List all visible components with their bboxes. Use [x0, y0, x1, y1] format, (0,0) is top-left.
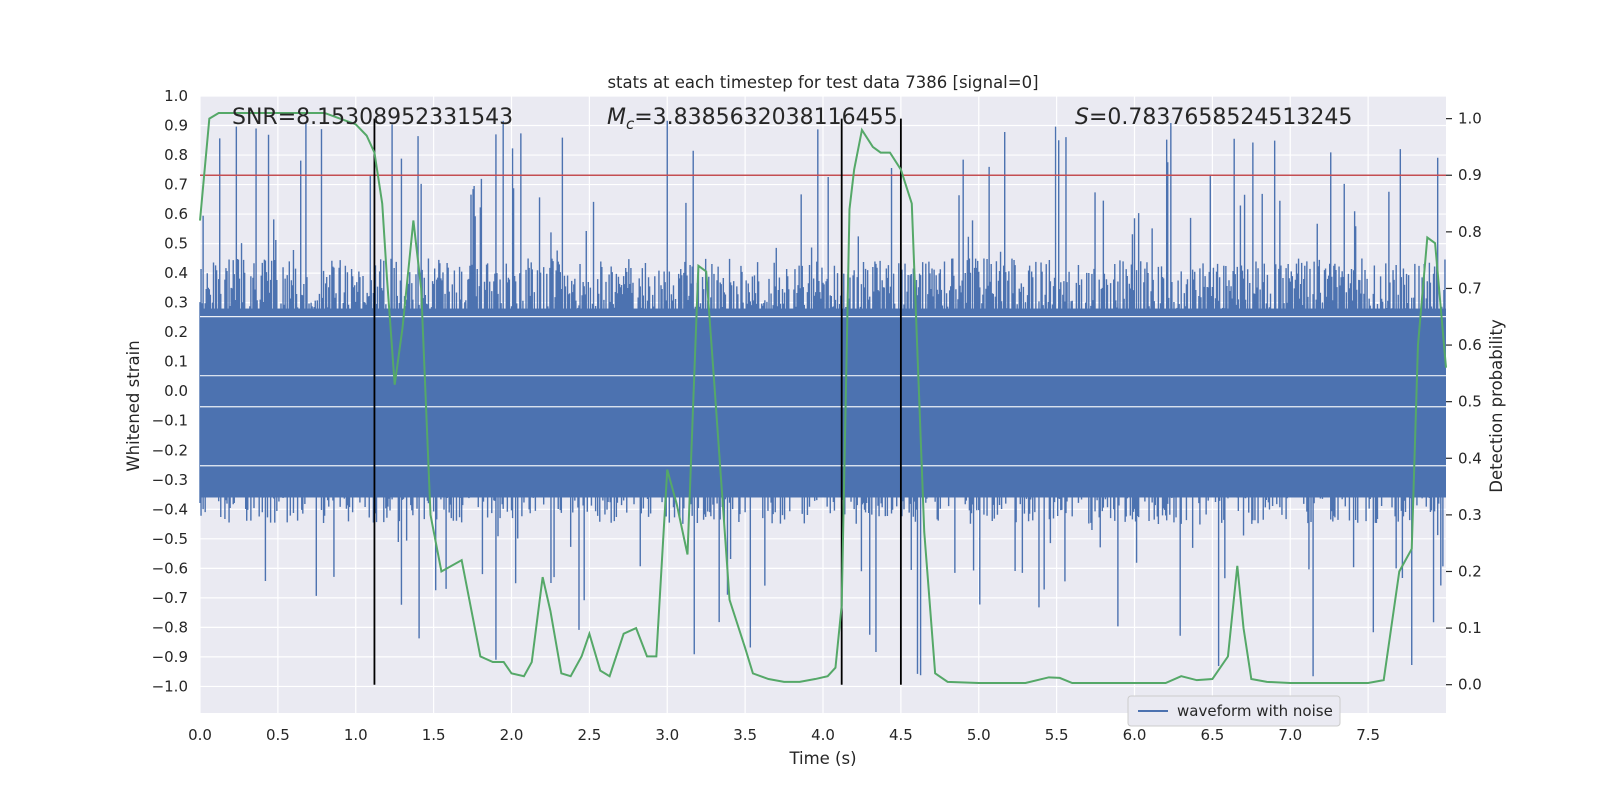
y-tick-label: −1.0	[152, 677, 188, 695]
x-tick-label: 5.5	[1045, 726, 1069, 744]
mc-symbol: M	[607, 105, 626, 130]
x-tick-label: 6.5	[1200, 726, 1224, 744]
mc-subscript: c	[626, 115, 635, 133]
y-tick-label: 0.5	[164, 235, 188, 253]
x-tick-label: 3.0	[655, 726, 679, 744]
y-tick-label: 0.8	[164, 146, 188, 164]
y-tick-label: 0.0	[164, 382, 188, 400]
noise-band-highlights	[200, 316, 1446, 467]
y-tick-label: −0.5	[152, 530, 188, 548]
y2-tick-label: 0.1	[1458, 619, 1482, 637]
y-tick-label: −0.9	[152, 648, 188, 666]
x-tick-label: 7.0	[1278, 726, 1302, 744]
chart-title: stats at each timestep for test data 738…	[607, 73, 1038, 92]
x-tick-label: 2.0	[500, 726, 524, 744]
x-tick-label: 4.5	[889, 726, 913, 744]
y-tick-label: 0.3	[164, 294, 188, 312]
x-tick-label: 0.0	[188, 726, 212, 744]
y-tick-label: 0.2	[164, 323, 188, 341]
x-tick-label: 1.0	[344, 726, 368, 744]
y2-tick-label: 0.7	[1458, 279, 1482, 297]
y2-tick-label: 0.5	[1458, 393, 1482, 411]
s-value: =0.7837658524513245	[1089, 105, 1352, 130]
x-tick-label: 1.5	[422, 726, 446, 744]
y-tick-label: −0.3	[152, 471, 188, 489]
y2-tick-label: 0.3	[1458, 506, 1482, 524]
s-annotation: S=0.7837658524513245	[1075, 105, 1352, 130]
x-tick-label: 4.0	[811, 726, 835, 744]
y-tick-label: 0.1	[164, 353, 188, 371]
y2-tick-label: 0.4	[1458, 449, 1482, 467]
x-tick-label: 3.5	[733, 726, 757, 744]
x-axis-label: Time (s)	[788, 749, 856, 768]
y2-tick-label: 0.9	[1458, 166, 1482, 184]
x-tick-label: 0.5	[266, 726, 290, 744]
y-tick-label: −0.2	[152, 441, 188, 459]
y2-tick-label: 0.8	[1458, 223, 1482, 241]
y-tick-label: −0.7	[152, 589, 188, 607]
legend-label: waveform with noise	[1177, 702, 1333, 720]
legend: waveform with noise	[1127, 695, 1341, 727]
y-tick-label: −0.8	[152, 618, 188, 636]
y2-tick-label: 0.2	[1458, 562, 1482, 580]
y2-axis-label: Detection probability	[1487, 319, 1506, 493]
y-tick-label: −0.6	[152, 559, 188, 577]
y2-tick-label: 1.0	[1458, 110, 1482, 128]
x-tick-label: 7.5	[1356, 726, 1380, 744]
y-tick-label: 0.6	[164, 205, 188, 223]
s-symbol: S	[1075, 105, 1089, 130]
mc-annotation: Mc=3.8385632038116455	[607, 105, 898, 133]
y2-axis-ticks: 1.0 0.9 0.8 0.7 0.6 0.5 0.4 0.3 0.2 0.1 0.0	[1446, 110, 1482, 694]
probability-line	[199, 111, 1447, 684]
snr-annotation: SNR=8.15308952331543	[232, 105, 513, 130]
y-tick-label: −0.1	[152, 412, 188, 430]
waveform-core-band	[200, 308, 1446, 498]
x-tick-label: 2.5	[577, 726, 601, 744]
legend-box	[1127, 695, 1341, 727]
y-axis-label: Whitened strain	[124, 340, 143, 471]
y2-tick-label: 0.0	[1458, 676, 1482, 694]
y-tick-label: −0.4	[152, 500, 188, 518]
y-tick-label: 1.0	[164, 87, 188, 105]
y-tick-label: 0.9	[164, 117, 188, 135]
y2-tick-label: 0.6	[1458, 336, 1482, 354]
x-tick-label: 5.0	[967, 726, 991, 744]
probability-series	[199, 111, 1447, 684]
x-axis-ticks: 0.0 0.5 1.0 1.5 2.0 2.5 3.0 3.5 4.0 4.5 5.0 5.5 6.0 6…	[188, 726, 1380, 744]
y-axis-ticks: 1.0 0.9 0.8 0.7 0.6 0.5 0.4 0.3 0.2 0.1 0.0 −0.1 −0.…	[152, 87, 188, 695]
y-tick-label: 0.7	[164, 176, 188, 194]
mc-value: =3.8385632038116455	[634, 105, 897, 130]
x-tick-label: 6.0	[1123, 726, 1147, 744]
y-tick-label: 0.4	[164, 264, 188, 282]
